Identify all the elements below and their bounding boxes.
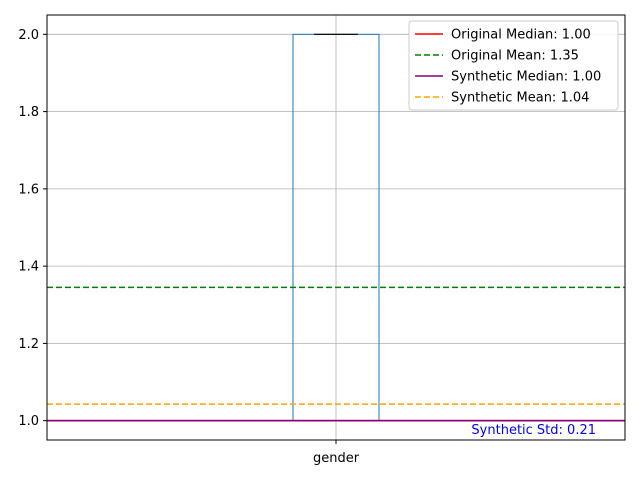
legend-box <box>408 20 619 111</box>
y-tick-label: 1.8 <box>18 105 39 120</box>
y-axis: 1.0 1.2 1.4 1.6 1.8 2.0 <box>18 28 47 429</box>
legend: Original Median: 1.00 Original Mean: 1.35… <box>408 20 619 111</box>
legend-label: Synthetic Median: 1.00 <box>451 70 601 85</box>
y-tick-label: 1.0 <box>18 414 39 429</box>
x-tick-label: gender <box>313 451 360 466</box>
y-tick-label: 1.4 <box>18 260 39 275</box>
y-tick-label: 1.2 <box>18 337 39 352</box>
reference-lines <box>47 286 625 422</box>
legend-label: Original Mean: 1.35 <box>451 49 579 64</box>
legend-label: Original Median: 1.00 <box>451 28 591 43</box>
synthetic-std-annotation: Synthetic Std: 0.21 <box>471 423 596 438</box>
y-tick-label: 1.6 <box>18 182 39 197</box>
legend-label: Synthetic Mean: 1.04 <box>451 91 589 106</box>
y-tick-label: 2.0 <box>18 28 39 43</box>
x-axis: gender <box>313 440 360 466</box>
